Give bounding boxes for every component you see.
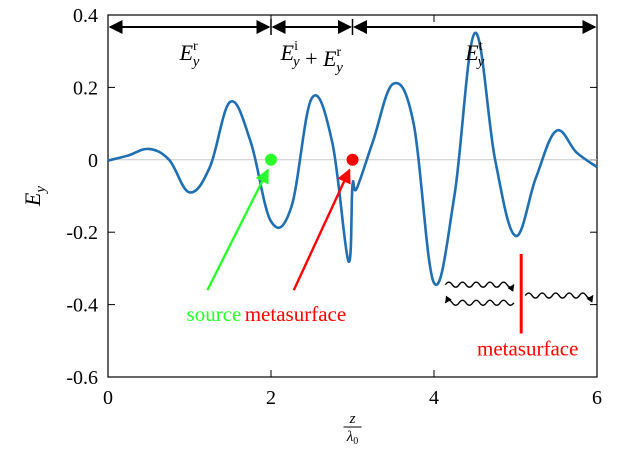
inset-transmitted-wave bbox=[524, 292, 594, 303]
region-label: Er y bbox=[179, 39, 200, 70]
x-tick-label: 6 bbox=[592, 387, 602, 409]
x-axis-label: z λ0 bbox=[343, 411, 362, 447]
metasurface-marker bbox=[346, 153, 359, 166]
annotation-arrow bbox=[206, 168, 270, 291]
source-marker bbox=[265, 153, 277, 166]
plot-frame bbox=[107, 14, 598, 378]
y-axis-label: Ey bbox=[20, 186, 49, 207]
annotation-label: metasurface bbox=[245, 302, 346, 326]
x-tick-label: 0 bbox=[103, 387, 113, 409]
inset-reflected-wave bbox=[444, 295, 515, 306]
inset-incident-wave bbox=[444, 281, 515, 292]
annotation-arrow bbox=[292, 168, 351, 291]
x-tick-label: 2 bbox=[266, 387, 276, 409]
x-axis-label-denominator: λ0 bbox=[346, 429, 359, 447]
y-tick-label: -0.6 bbox=[66, 367, 98, 389]
axes-layer: 0 2 4 6 -0.6 -0.4 -0.2 0 0.2 0.4 z λ0 Ey bbox=[20, 5, 602, 447]
annotation-label: source bbox=[187, 302, 242, 326]
y-tick-label: 0.2 bbox=[73, 77, 98, 99]
inset-schematic bbox=[444, 253, 594, 334]
x-axis-label-numerator: z bbox=[349, 411, 356, 427]
y-tick-label: 0.4 bbox=[73, 5, 98, 27]
region-label: Ei y + Er y bbox=[280, 39, 344, 76]
region-label: Et y bbox=[464, 39, 484, 70]
x-tick-label: 4 bbox=[429, 387, 439, 409]
series-line bbox=[107, 31, 598, 287]
annotation-label: metasurface bbox=[477, 336, 578, 360]
y-tick-label: -0.2 bbox=[66, 222, 98, 244]
y-tick-label: -0.4 bbox=[66, 295, 98, 317]
y-tick-label: 0 bbox=[88, 150, 98, 172]
data-layer bbox=[107, 31, 598, 287]
